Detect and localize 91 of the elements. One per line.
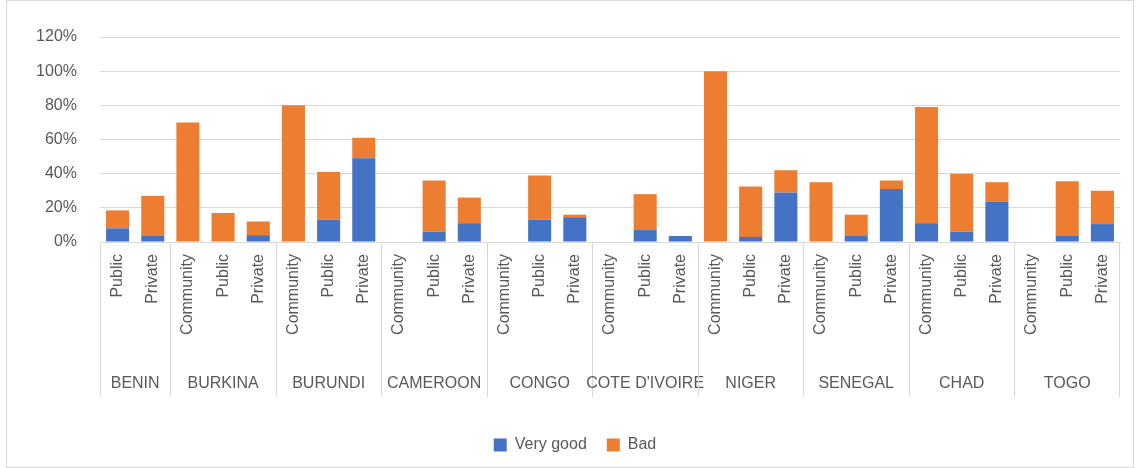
x-tick-label: Community <box>811 254 829 335</box>
bar <box>106 210 130 229</box>
y-tick-label: 60% <box>44 129 77 147</box>
x-tick-label: Private <box>143 253 161 304</box>
bar <box>457 197 481 224</box>
bar <box>1090 190 1114 225</box>
text: BURKINA <box>187 374 259 392</box>
bar <box>246 221 270 236</box>
bar <box>317 171 341 220</box>
bar <box>422 180 446 232</box>
text: SENEGAL <box>818 374 895 392</box>
x-tick-label: Private <box>1092 253 1110 304</box>
x-tick-label: Community <box>600 254 618 335</box>
bar <box>774 170 798 193</box>
text: TOGO <box>1043 374 1091 392</box>
bar <box>317 219 341 242</box>
bar <box>352 137 376 159</box>
x-tick-label: Public <box>213 254 231 298</box>
bar <box>879 180 903 190</box>
x-tick-label: Public <box>424 254 442 298</box>
bar <box>528 219 552 242</box>
bar <box>528 175 552 220</box>
bar <box>739 236 763 242</box>
x-tick-label: Community <box>283 254 301 335</box>
x-tick-label: Private <box>565 253 583 304</box>
text: BURUNDI <box>292 374 366 392</box>
bar <box>809 182 833 242</box>
bar <box>281 105 305 242</box>
bar <box>668 236 692 242</box>
bar <box>246 235 270 242</box>
x-tick-label: Community <box>705 254 723 335</box>
bar <box>985 201 1009 242</box>
bar <box>1090 224 1114 242</box>
x-tick-label: Public <box>635 254 653 298</box>
bar <box>141 236 165 242</box>
text: CHAD <box>939 374 985 392</box>
bar <box>915 107 939 224</box>
bar <box>950 231 974 242</box>
x-tick-label: Private <box>670 253 688 304</box>
x-tick-label: Private <box>248 253 266 304</box>
x-tick-label: Community <box>916 254 934 335</box>
y-tick-label: 80% <box>44 95 77 113</box>
x-tick-label: Community <box>389 254 407 335</box>
x-tick-label: Community <box>494 254 512 335</box>
bar <box>422 231 446 242</box>
bar <box>844 214 868 237</box>
bar <box>985 182 1009 202</box>
bar <box>1055 181 1079 237</box>
y-tick-label: 100% <box>36 61 77 79</box>
legend-label: Very good <box>514 435 587 453</box>
bar <box>176 122 200 242</box>
bar <box>106 228 130 242</box>
x-tick-label: Private <box>354 253 372 304</box>
x-tick-label: Public <box>846 254 864 298</box>
bar <box>141 195 165 237</box>
x-tick-label: Public <box>530 254 548 298</box>
text: NIGER <box>725 374 777 392</box>
x-tick-label: Public <box>1057 254 1075 298</box>
y-tick-label: 20% <box>44 198 77 216</box>
bar <box>844 236 868 242</box>
bar <box>457 223 481 242</box>
bar <box>739 186 763 237</box>
x-tick-label: Community <box>1022 254 1040 335</box>
y-tick-label: 40% <box>44 164 77 182</box>
bar <box>1055 236 1079 242</box>
x-tick-label: Public <box>952 254 970 298</box>
text: CONGO <box>509 374 570 392</box>
bar <box>915 223 939 242</box>
x-tick-label: Public <box>319 254 337 298</box>
bar <box>633 230 657 242</box>
x-tick-label: Public <box>107 254 125 298</box>
bar <box>703 71 728 242</box>
bar <box>352 158 376 242</box>
text: CAMEROON <box>387 374 482 392</box>
text: COTE D'IVOIRE <box>586 374 705 392</box>
y-tick-label: 120% <box>36 27 77 45</box>
x-tick-label: Private <box>881 253 899 304</box>
bar <box>950 173 974 232</box>
x-tick-label: Private <box>987 253 1005 304</box>
legend-label: Bad <box>627 435 657 453</box>
bar <box>774 192 798 242</box>
bar <box>879 189 903 242</box>
bar <box>563 217 587 242</box>
bar <box>633 194 657 231</box>
text: BENIN <box>110 374 160 392</box>
x-tick-label: Private <box>776 253 794 304</box>
y-tick-label: 0% <box>53 232 77 250</box>
x-tick-label: Public <box>741 254 759 298</box>
bar <box>211 212 235 242</box>
x-tick-label: Private <box>459 253 477 304</box>
x-tick-label: Community <box>178 254 196 335</box>
